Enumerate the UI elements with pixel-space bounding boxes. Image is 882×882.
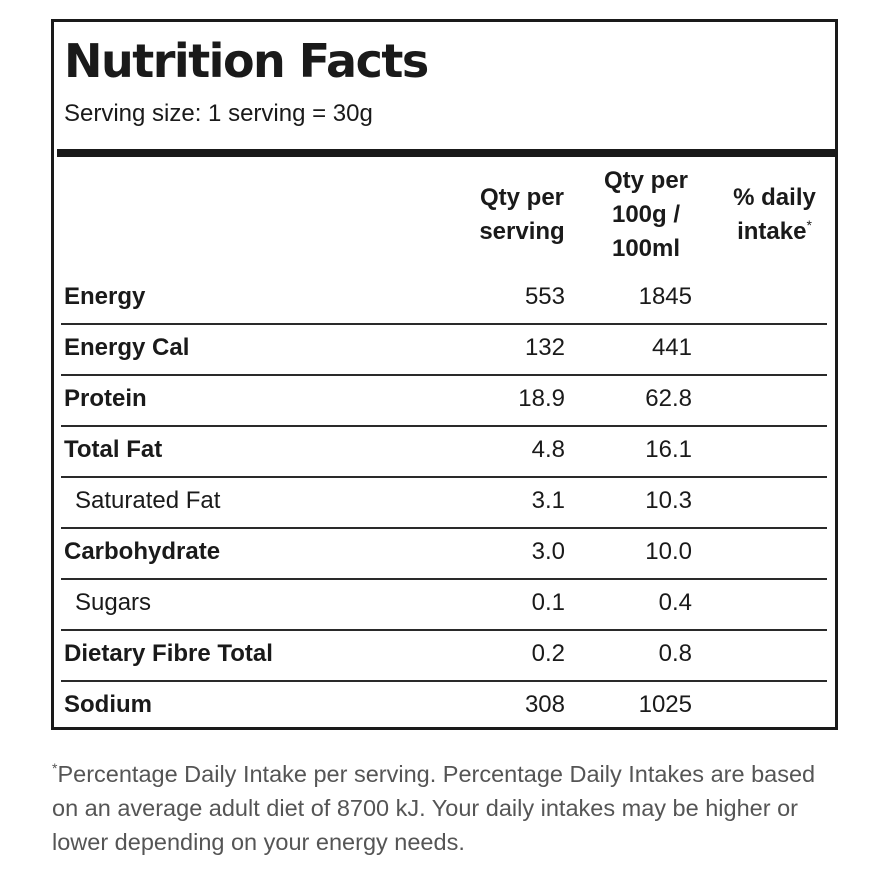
serving-size: Serving size: 1 serving = 30g — [64, 100, 373, 127]
qty-per-serving: 0.2 — [531, 640, 565, 667]
qty-per-100: 1845 — [638, 283, 692, 310]
table-row: Sugars 0.1 0.4 — [61, 580, 827, 631]
qty-per-100: 441 — [651, 334, 692, 361]
column-header-daily-intake: % daily intake* — [717, 181, 832, 249]
footnote-text: Percentage Daily Intake per serving. Per… — [52, 761, 816, 855]
nutrient-name: Protein — [64, 385, 147, 412]
qty-per-100: 16.1 — [645, 436, 692, 463]
table-row: Energy 553 1845 — [61, 274, 827, 325]
nutrient-name: Energy — [64, 283, 146, 310]
qty-per-serving: 18.9 — [518, 385, 565, 412]
nutrition-facts-panel: Nutrition Facts Serving size: 1 serving … — [51, 19, 838, 730]
daily-intake-label: % daily intake — [733, 184, 816, 245]
qty-per-100: 0.8 — [658, 640, 692, 667]
table-row: Dietary Fibre Total 0.2 0.8 — [61, 631, 827, 682]
qty-per-100: 0.4 — [658, 589, 692, 616]
qty-per-serving: 3.1 — [531, 487, 565, 514]
nutrient-name: Sugars — [75, 589, 152, 616]
column-header-per-100: Qty per 100g / 100ml — [603, 167, 689, 262]
nutrient-name: Dietary Fibre Total — [64, 640, 273, 667]
table-row: Carbohydrate 3.0 10.0 — [61, 529, 827, 580]
header-divider — [57, 149, 835, 157]
column-header-per-serving: Qty per serving — [479, 184, 565, 245]
nutrient-name: Energy Cal — [64, 334, 190, 361]
qty-per-serving: 553 — [524, 283, 565, 310]
nutrient-name: Carbohydrate — [64, 538, 221, 565]
nutrient-name: Saturated Fat — [75, 487, 221, 514]
footnote: *Percentage Daily Intake per serving. Pe… — [52, 757, 842, 859]
table-row: Sodium 308 1025 — [61, 682, 827, 731]
table-row: Total Fat 4.8 16.1 — [61, 427, 827, 478]
daily-intake-marker: * — [806, 217, 812, 233]
qty-per-serving: 0.1 — [531, 589, 565, 616]
nutrient-name: Total Fat — [64, 436, 163, 463]
qty-per-100: 1025 — [638, 691, 692, 718]
footnote-marker: * — [52, 760, 58, 777]
table-row: Saturated Fat 3.1 10.3 — [61, 478, 827, 529]
qty-per-serving: 308 — [524, 691, 565, 718]
qty-per-serving: 3.0 — [531, 538, 565, 565]
qty-per-serving: 132 — [524, 334, 565, 361]
qty-per-100: 10.3 — [645, 487, 692, 514]
table-row: Protein 18.9 62.8 — [61, 376, 827, 427]
qty-per-100: 10.0 — [645, 538, 692, 565]
nutrient-name: Sodium — [64, 691, 152, 718]
qty-per-100: 62.8 — [645, 385, 692, 412]
nutrient-table: Energy 553 1845 Energy Cal 132 441 Protein 18.9… — [61, 274, 827, 731]
qty-per-serving: 4.8 — [531, 436, 565, 463]
table-row: Energy Cal 132 441 — [61, 325, 827, 376]
panel-title: Nutrition Facts — [64, 34, 429, 88]
